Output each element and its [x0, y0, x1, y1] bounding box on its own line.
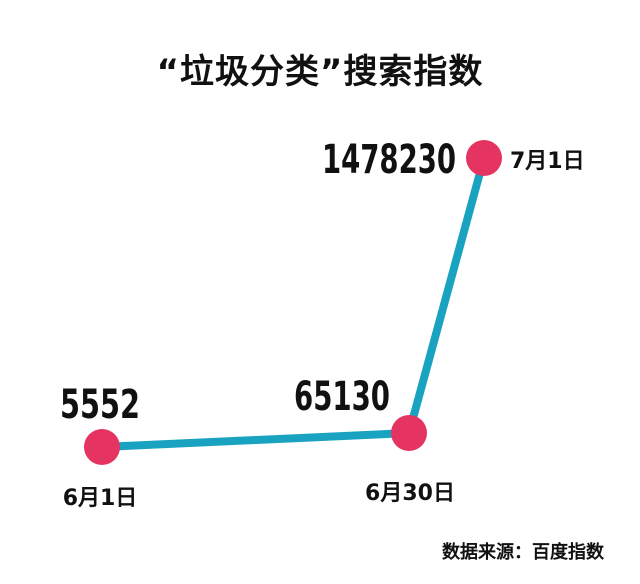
data-point-3 — [466, 140, 502, 176]
value-label-1: 5552 — [60, 382, 140, 428]
series-line — [101, 156, 488, 451]
data-source-label: 数据来源：百度指数 — [442, 542, 604, 563]
chart-title: “垃圾分类”搜索指数 — [156, 52, 484, 92]
x-tick-label-2: 6月30日 — [365, 481, 455, 506]
x-tick-label-3: 7月1日 — [510, 149, 585, 174]
x-tick-label-1: 6月1日 — [63, 486, 138, 511]
value-label-2: 65130 — [294, 374, 390, 420]
data-point-1 — [84, 429, 120, 465]
data-source-note: 数据来源：百度指数 — [442, 538, 604, 564]
data-point-2 — [391, 415, 427, 451]
value-label-3: 1478230 — [322, 137, 456, 183]
